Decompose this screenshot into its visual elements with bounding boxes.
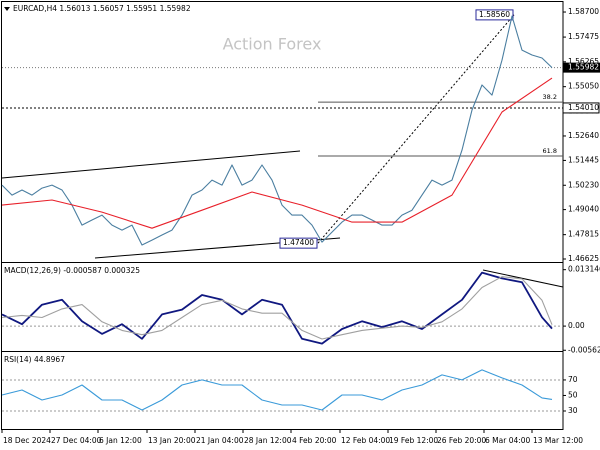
x-tick-label: 26 Feb 20:00 — [437, 436, 486, 445]
support-label: 1.54010 — [568, 103, 599, 112]
y-tick-label: 1.52640 — [568, 131, 599, 140]
series-line — [1, 276, 553, 340]
x-tick-label: 13 Jan 20:00 — [148, 436, 196, 445]
y-tick-label: 0.00 — [568, 321, 585, 330]
support-box — [562, 102, 600, 114]
y-tick-label: 1.51445 — [568, 155, 599, 164]
series-line — [1, 15, 553, 246]
series-line — [1, 77, 553, 229]
y-tick-label: 1.56265 — [568, 57, 599, 66]
x-tick-label: 13 Mar 12:00 — [533, 436, 583, 445]
fib-label: 61.8 — [543, 147, 557, 155]
x-tick-label: 27 Dec 04:00 — [51, 436, 102, 445]
x-tick-label: 4 Feb 20:00 — [292, 436, 337, 445]
x-tick-label: 28 Jan 12:00 — [244, 436, 292, 445]
y-tick-label: 1.57475 — [568, 32, 599, 41]
x-tick-label: 18 Dec 2024 — [3, 436, 51, 445]
y-tick-label: 70 — [568, 375, 578, 384]
x-tick-label: 6 Jan 12:00 — [99, 436, 142, 445]
x-tick-label: 6 Mar 04:00 — [485, 436, 531, 445]
series-line — [1, 369, 553, 411]
x-tick-label: 19 Feb 12:00 — [389, 436, 438, 445]
x-tick-label: 12 Feb 04:00 — [341, 436, 390, 445]
y-tick-label: 0.013146 — [568, 265, 600, 274]
y-tick-label: 30 — [568, 406, 578, 415]
x-tick-label: 21 Jan 04:00 — [196, 436, 244, 445]
current-price-box — [563, 62, 600, 73]
y-tick-label: 1.46625 — [568, 254, 599, 263]
chart-title: EURCAD,H4 1.56013 1.56057 1.55951 1.5598… — [13, 4, 191, 13]
y-tick-label: 1.47815 — [568, 230, 599, 239]
y-tick-label: 1.58700 — [568, 7, 599, 16]
frame — [1, 1, 564, 430]
indicator-label: MACD(12,26,9) -0.000587 0.000325 — [4, 266, 140, 275]
swing-low-box — [279, 237, 318, 249]
y-tick-label: 1.55050 — [568, 82, 599, 91]
plot-border — [1, 1, 564, 430]
y-tick-label: 1.50230 — [568, 180, 599, 189]
y-tick-label: 1.49040 — [568, 205, 599, 214]
macd-trendline — [482, 269, 564, 288]
current-price-label: 1.55982 — [568, 63, 599, 72]
swing-high-box — [475, 9, 514, 21]
indicator-label: RSI(14) 44.8967 — [4, 355, 65, 364]
y-tick-label: -0.005628 — [568, 345, 600, 354]
swing-low-label: 1.47400 — [283, 238, 314, 247]
swing-high-label: 1.58560 — [479, 10, 510, 19]
channel-upper — [1, 150, 301, 179]
watermark: Action Forex — [223, 35, 322, 54]
y-tick-label: 50 — [568, 390, 578, 399]
symbol-menu-arrow — [4, 7, 10, 11]
fib-label: 38.2 — [543, 93, 557, 101]
series-line — [1, 271, 553, 345]
